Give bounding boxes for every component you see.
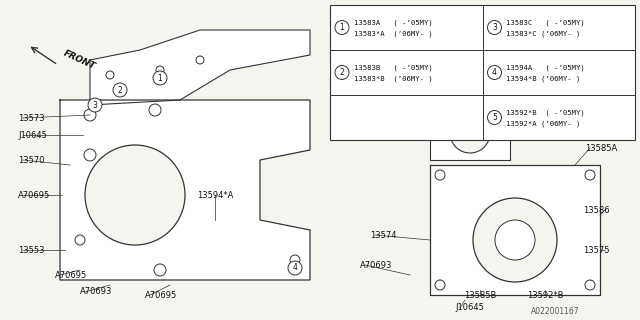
Text: 13585B: 13585B	[464, 291, 496, 300]
Text: 13570: 13570	[18, 156, 45, 164]
Circle shape	[75, 235, 85, 245]
Text: J10645: J10645	[455, 303, 484, 313]
Circle shape	[154, 264, 166, 276]
Circle shape	[156, 66, 164, 74]
Circle shape	[106, 71, 114, 79]
Circle shape	[149, 104, 161, 116]
Circle shape	[335, 20, 349, 35]
Text: 13575: 13575	[584, 245, 610, 254]
Text: 2: 2	[340, 68, 344, 77]
Circle shape	[88, 98, 102, 112]
Text: 1: 1	[157, 74, 163, 83]
Text: 13594*A: 13594*A	[197, 190, 233, 199]
Text: FRONT: FRONT	[62, 49, 97, 71]
Text: A022001167: A022001167	[531, 307, 580, 316]
Text: 3: 3	[93, 100, 97, 109]
Circle shape	[488, 20, 502, 35]
Text: 13583*A  (’06MY- ): 13583*A (’06MY- )	[354, 30, 433, 37]
Text: 13594*B (’06MY- ): 13594*B (’06MY- )	[506, 75, 581, 82]
Circle shape	[488, 110, 502, 124]
Circle shape	[84, 149, 96, 161]
Circle shape	[585, 280, 595, 290]
Circle shape	[290, 255, 300, 265]
Text: 13585A: 13585A	[585, 143, 617, 153]
Text: 13573: 13573	[18, 114, 45, 123]
Text: 13583B   ( -’05MY): 13583B ( -’05MY)	[354, 64, 433, 71]
Circle shape	[495, 220, 535, 260]
Circle shape	[335, 66, 349, 79]
Circle shape	[450, 113, 490, 153]
Circle shape	[288, 261, 302, 275]
Text: 5: 5	[492, 113, 497, 122]
Text: 13586: 13586	[584, 205, 610, 214]
Text: 13583*C (’06MY- ): 13583*C (’06MY- )	[506, 30, 581, 37]
Text: 13583*B  (’06MY- ): 13583*B (’06MY- )	[354, 75, 433, 82]
Text: 13553: 13553	[18, 245, 45, 254]
Text: 13592*B  ( -’05MY): 13592*B ( -’05MY)	[506, 109, 585, 116]
Text: A70695: A70695	[55, 270, 87, 279]
Text: A70693: A70693	[80, 287, 113, 297]
Text: 13592*B: 13592*B	[527, 291, 563, 300]
Text: 4: 4	[292, 263, 298, 273]
Polygon shape	[60, 100, 310, 280]
Circle shape	[488, 66, 502, 79]
Circle shape	[435, 280, 445, 290]
Circle shape	[84, 109, 96, 121]
Polygon shape	[90, 30, 310, 105]
Text: A70695: A70695	[18, 190, 51, 199]
Circle shape	[153, 71, 167, 85]
Circle shape	[113, 83, 127, 97]
Text: 13574: 13574	[370, 230, 397, 239]
Circle shape	[585, 170, 595, 180]
Text: 13583C   ( -’05MY): 13583C ( -’05MY)	[506, 19, 585, 26]
Circle shape	[435, 170, 445, 180]
Text: 4: 4	[492, 68, 497, 77]
Circle shape	[473, 198, 557, 282]
Text: A70693: A70693	[360, 260, 392, 269]
Text: J10645: J10645	[18, 131, 47, 140]
Bar	[330, 5, 635, 140]
Polygon shape	[430, 165, 600, 295]
Text: 13594A   ( -’05MY): 13594A ( -’05MY)	[506, 64, 585, 71]
Circle shape	[196, 56, 204, 64]
Text: 13583A   ( -’05MY): 13583A ( -’05MY)	[354, 19, 433, 26]
Text: 1: 1	[340, 23, 344, 32]
Polygon shape	[430, 105, 510, 160]
Circle shape	[85, 145, 185, 245]
Text: 2: 2	[118, 85, 122, 94]
Text: 13592*A (’06MY- ): 13592*A (’06MY- )	[506, 120, 581, 127]
Text: A70695: A70695	[145, 291, 177, 300]
Text: 3: 3	[492, 23, 497, 32]
